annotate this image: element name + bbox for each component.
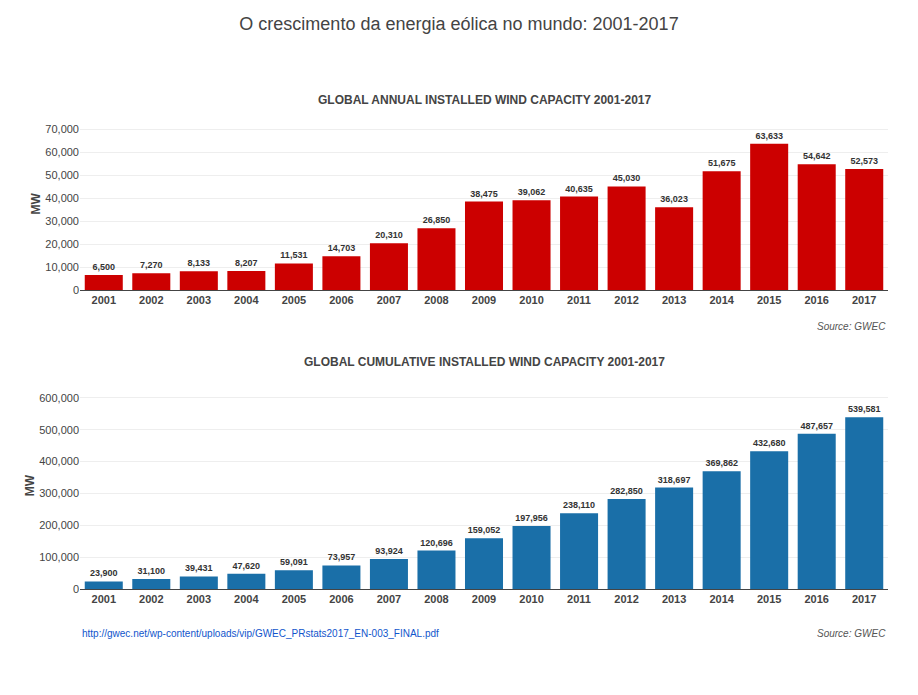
svg-text:2012: 2012	[614, 294, 638, 306]
svg-text:2003: 2003	[187, 294, 211, 306]
svg-text:http://gwec.net/wp-content/upl: http://gwec.net/wp-content/uploads/vip/G…	[82, 628, 439, 639]
svg-text:GLOBAL ANNUAL INSTALLED WIND C: GLOBAL ANNUAL INSTALLED WIND CAPACITY 20…	[318, 93, 651, 107]
svg-text:93,924: 93,924	[375, 546, 403, 556]
svg-text:2014: 2014	[709, 294, 734, 306]
svg-text:40,000: 40,000	[45, 192, 79, 204]
svg-text:39,062: 39,062	[518, 187, 546, 197]
svg-text:2008: 2008	[424, 593, 448, 605]
svg-text:2016: 2016	[804, 294, 828, 306]
svg-text:2009: 2009	[472, 593, 496, 605]
svg-text:2012: 2012	[614, 593, 638, 605]
svg-text:10,000: 10,000	[45, 261, 79, 273]
svg-text:Source: GWEC: Source: GWEC	[817, 628, 886, 639]
svg-text:300,000: 300,000	[39, 487, 79, 499]
svg-text:2016: 2016	[804, 593, 828, 605]
svg-text:539,581: 539,581	[848, 404, 881, 414]
svg-text:400,000: 400,000	[39, 455, 79, 467]
svg-text:282,850: 282,850	[610, 486, 643, 496]
svg-text:70,000: 70,000	[45, 123, 79, 135]
svg-text:36,023: 36,023	[660, 194, 688, 204]
svg-text:8,133: 8,133	[188, 258, 211, 268]
svg-text:45,030: 45,030	[613, 173, 641, 183]
svg-text:200,000: 200,000	[39, 519, 79, 531]
svg-text:31,100: 31,100	[138, 566, 166, 576]
svg-text:2017: 2017	[852, 294, 876, 306]
svg-text:60,000: 60,000	[45, 146, 79, 158]
svg-text:23,900: 23,900	[90, 568, 118, 578]
svg-text:2010: 2010	[519, 593, 543, 605]
svg-text:2010: 2010	[519, 294, 543, 306]
svg-text:0: 0	[73, 583, 79, 595]
svg-text:0: 0	[73, 284, 79, 296]
svg-text:432,680: 432,680	[753, 438, 786, 448]
svg-text:MW: MW	[29, 192, 43, 214]
svg-text:14,703: 14,703	[328, 243, 356, 253]
svg-text:2004: 2004	[234, 294, 259, 306]
svg-text:26,850: 26,850	[423, 215, 451, 225]
svg-text:2013: 2013	[662, 294, 686, 306]
svg-text:487,657: 487,657	[800, 421, 833, 431]
svg-text:Source: GWEC: Source: GWEC	[817, 321, 886, 332]
svg-text:2013: 2013	[662, 593, 686, 605]
svg-text:100,000: 100,000	[39, 551, 79, 563]
svg-text:2001: 2001	[92, 294, 116, 306]
svg-text:500,000: 500,000	[39, 424, 79, 436]
svg-text:2005: 2005	[282, 593, 306, 605]
svg-text:50,000: 50,000	[45, 169, 79, 181]
svg-text:2011: 2011	[567, 593, 591, 605]
svg-text:2004: 2004	[234, 593, 259, 605]
svg-text:2014: 2014	[709, 593, 734, 605]
svg-text:40,635: 40,635	[565, 184, 593, 194]
svg-text:30,000: 30,000	[45, 215, 79, 227]
svg-text:2008: 2008	[424, 294, 448, 306]
svg-text:2003: 2003	[187, 593, 211, 605]
svg-text:47,620: 47,620	[233, 561, 261, 571]
svg-text:39,431: 39,431	[185, 563, 213, 573]
svg-text:52,573: 52,573	[850, 156, 878, 166]
svg-text:2015: 2015	[757, 593, 781, 605]
svg-text:6,500: 6,500	[92, 262, 115, 272]
svg-text:238,110: 238,110	[563, 500, 595, 510]
svg-text:63,633: 63,633	[755, 131, 783, 141]
svg-text:2002: 2002	[139, 294, 163, 306]
svg-text:159,052: 159,052	[468, 525, 501, 535]
svg-text:7,270: 7,270	[140, 260, 163, 270]
svg-text:51,675: 51,675	[708, 158, 736, 168]
svg-text:GLOBAL CUMULATIVE INSTALLED WI: GLOBAL CUMULATIVE INSTALLED WIND CAPACIT…	[304, 355, 665, 369]
svg-text:54,642: 54,642	[803, 151, 831, 161]
svg-text:MW: MW	[23, 474, 37, 496]
svg-text:38,475: 38,475	[470, 189, 498, 199]
svg-text:600,000: 600,000	[39, 392, 79, 404]
svg-text:O crescimento da energia eólic: O crescimento da energia eólica no mundo…	[239, 14, 678, 34]
svg-text:2011: 2011	[567, 294, 591, 306]
svg-text:197,956: 197,956	[515, 513, 548, 523]
svg-text:318,697: 318,697	[658, 475, 691, 485]
svg-text:11,531: 11,531	[280, 250, 307, 260]
svg-text:2007: 2007	[377, 593, 401, 605]
svg-text:2006: 2006	[329, 593, 353, 605]
svg-text:20,310: 20,310	[375, 230, 403, 240]
svg-text:2002: 2002	[139, 593, 163, 605]
svg-text:369,862: 369,862	[705, 458, 738, 468]
svg-text:2015: 2015	[757, 294, 781, 306]
svg-text:2005: 2005	[282, 294, 306, 306]
svg-text:2007: 2007	[377, 294, 401, 306]
svg-text:120,696: 120,696	[420, 538, 453, 548]
svg-text:2001: 2001	[92, 593, 116, 605]
svg-text:8,207: 8,207	[235, 258, 258, 268]
svg-text:2006: 2006	[329, 294, 353, 306]
svg-text:20,000: 20,000	[45, 238, 79, 250]
svg-text:73,957: 73,957	[328, 552, 356, 562]
svg-text:2009: 2009	[472, 294, 496, 306]
svg-text:59,091: 59,091	[280, 557, 308, 567]
svg-text:2017: 2017	[852, 593, 876, 605]
